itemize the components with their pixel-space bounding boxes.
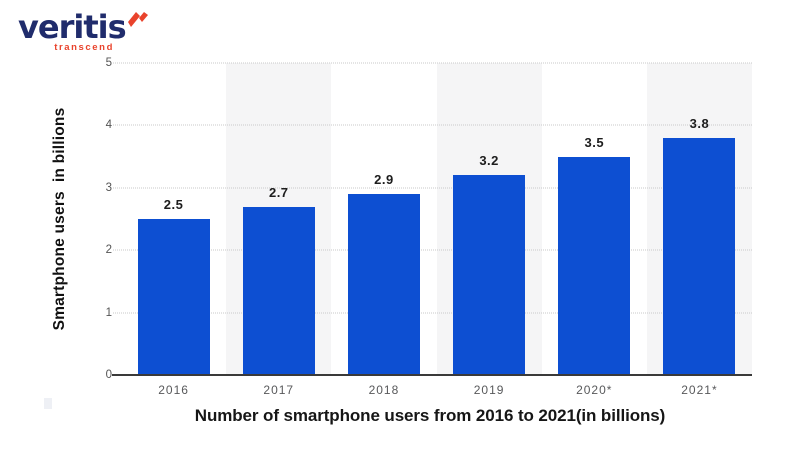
x-axis-line	[112, 374, 752, 376]
bar-2018	[347, 194, 420, 375]
bar-2019	[453, 175, 526, 375]
logo-arrow-icon	[127, 12, 148, 34]
category-band: 3.8 2021*	[646, 63, 753, 397]
gridline	[113, 249, 752, 251]
bar-value-label: 2.5	[163, 197, 184, 212]
plot-area: 2.5 2016 2.7 2017 2.9 2018 3.2 2019 3.5 2020* 3.8 2…	[112, 62, 753, 397]
page-artifact	[44, 398, 52, 409]
gridline	[113, 312, 752, 314]
category-band: 2.9 2018	[331, 63, 436, 397]
x-tick-label: 2021*	[681, 383, 718, 397]
x-tick-label: 2020*	[576, 383, 613, 397]
logo-tagline-text: transcend	[54, 42, 114, 54]
gridline	[113, 62, 752, 64]
bar-2016	[137, 219, 210, 375]
bar-value-label: 2.9	[374, 172, 394, 188]
y-tick-label: 4	[105, 119, 112, 132]
y-tick-label: 2	[105, 244, 112, 257]
x-tick-label: 2016	[158, 383, 189, 397]
x-tick-label: 2018	[368, 383, 400, 397]
bar-2021*	[663, 137, 736, 375]
x-tick-label: 2019	[473, 383, 505, 397]
x-tick-label: 2017	[263, 383, 295, 397]
chart-title: Number of smartphone users from 2016 to …	[194, 406, 666, 425]
bar-value-label: 3.5	[584, 134, 605, 150]
category-band: 2.7 2017	[226, 63, 332, 397]
category-band: 3.2 2019	[436, 63, 542, 397]
gridline	[113, 187, 752, 189]
y-tick-label: 5	[105, 57, 112, 69]
category-band: 2.5 2016	[121, 63, 226, 397]
y-axis-title: Smartphone users in billions	[51, 107, 68, 331]
bar-value-label: 2.7	[268, 184, 289, 200]
category-band: 3.5 2020*	[542, 63, 647, 397]
y-tick-label: 1	[105, 306, 112, 319]
y-tick-label: 0	[105, 369, 112, 381]
bar-value-label: 3.2	[479, 153, 499, 169]
y-axis-labels: 0 1 2 3 4 5	[90, 57, 112, 381]
logo-brand-text: veritis	[18, 8, 127, 46]
bar-2017	[242, 206, 315, 375]
y-tick-label: 3	[105, 181, 112, 194]
bar-value-label: 3.8	[689, 115, 710, 131]
veritis-logo: veritis transcend	[18, 8, 148, 54]
gridline	[113, 124, 752, 126]
bar-2020*	[558, 156, 631, 375]
plot-bands: 2.5 2016 2.7 2017 2.9 2018 3.2 2019 3.5 2020* 3.8 2…	[121, 63, 753, 397]
